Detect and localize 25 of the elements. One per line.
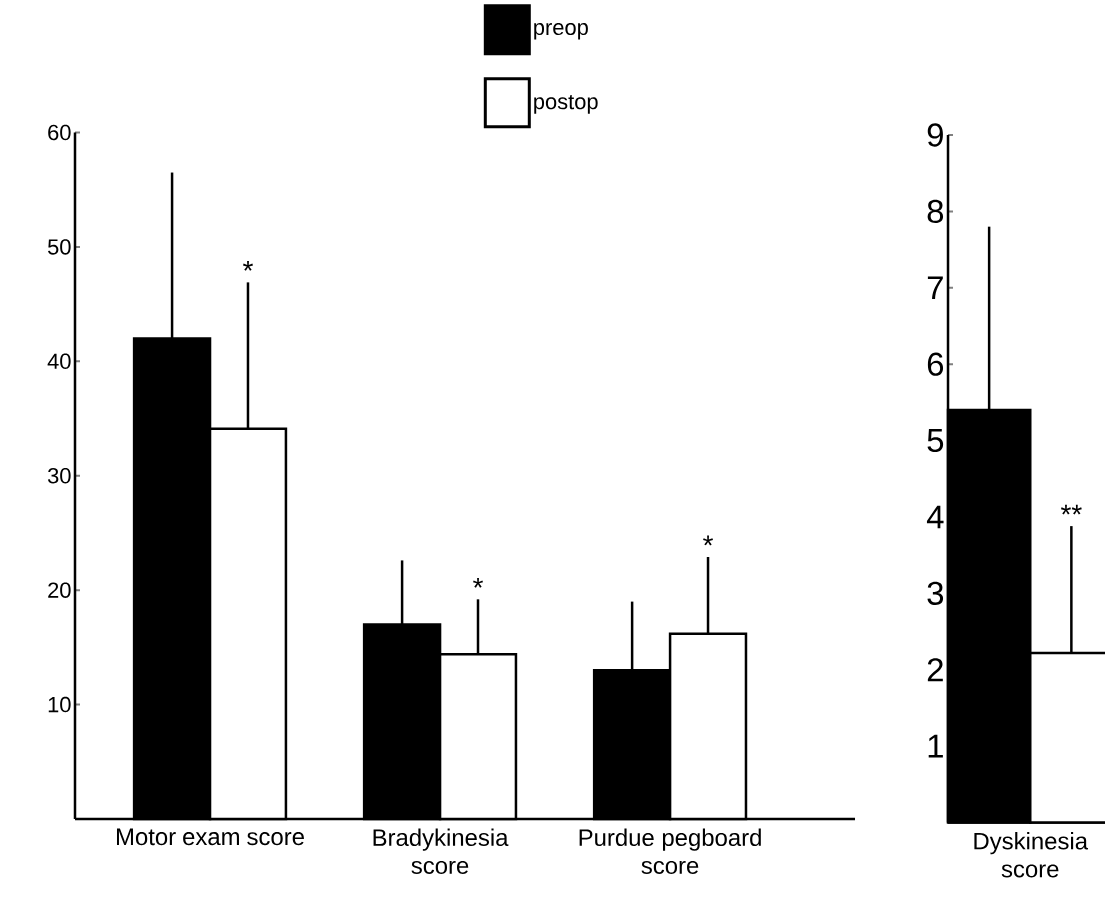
y-tick-label: 1 [928,734,943,758]
legend-label: postop [534,94,598,114]
y-tick-label: 5 [927,429,944,453]
y-tick-label: 30 [47,467,71,484]
y-tick-label: 9 [927,123,943,147]
y-tick-label: 60 [48,124,71,141]
x-tick-label: Purdue pegboard score [579,828,761,874]
legend-label: preop [534,23,588,40]
y-tick-label: 6 [927,352,944,376]
y-tick-label: 40 [47,353,71,370]
y-tick-label: 50 [47,239,71,255]
x-tick-label: Bradykinesia score [373,828,509,874]
annotation: ** [1060,504,1082,515]
y-tick-label: 2 [927,658,943,682]
y-tick-label: 4 [926,505,944,529]
annotation: * [243,260,253,271]
y-tick-label: 8 [927,199,944,224]
y-tick-label: 3 [927,581,944,605]
x-tick-label: Dyskinesia score [974,832,1089,878]
annotation: * [703,535,714,546]
annotation: * [473,577,483,588]
y-tick-label: 10 [48,696,71,713]
y-tick-label: 20 [48,582,71,598]
x-tick-label: Motor exam score [116,828,304,846]
y-tick-label: 7 [927,276,943,300]
